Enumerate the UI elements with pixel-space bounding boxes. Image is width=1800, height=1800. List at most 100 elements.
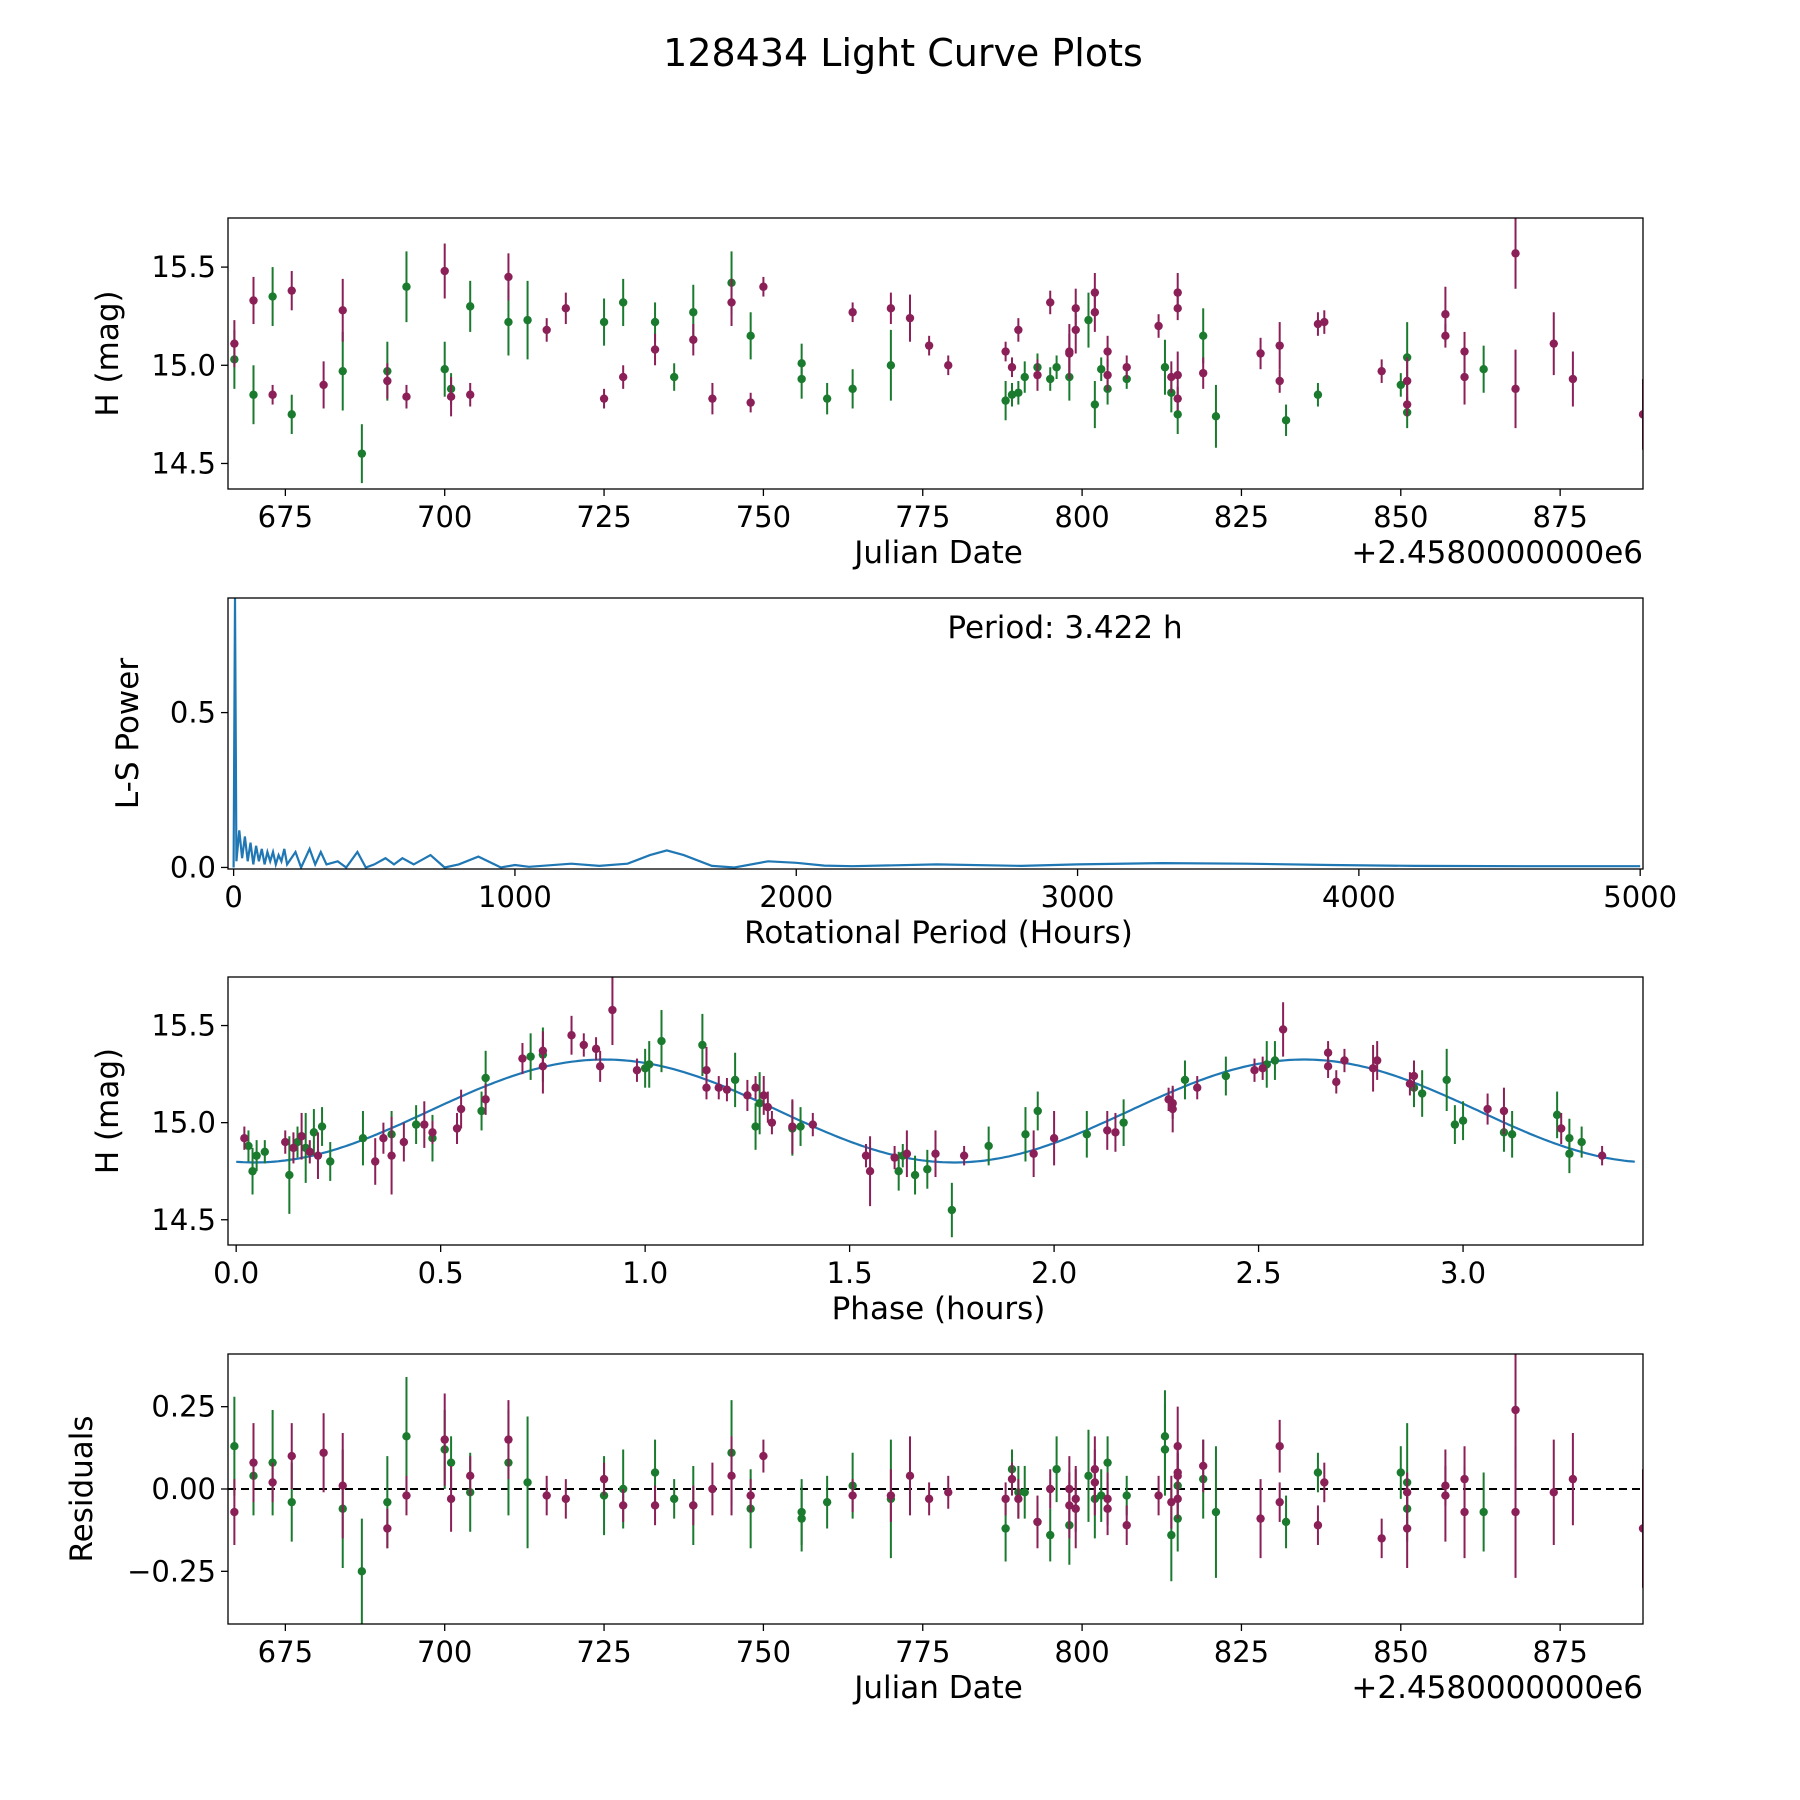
- data-point: [944, 1488, 953, 1497]
- data-point: [905, 313, 915, 323]
- data-point: [561, 1494, 571, 1504]
- data-point: [591, 1044, 601, 1054]
- data-point: [1483, 1104, 1492, 1114]
- data-point: [947, 1205, 957, 1215]
- data-point: [538, 1046, 548, 1055]
- data-point: [428, 1128, 437, 1137]
- data-point: [1193, 1083, 1202, 1092]
- data-point: [708, 1484, 717, 1494]
- data-point: [944, 361, 953, 370]
- data-point: [1160, 1432, 1170, 1441]
- y-tick-label: 15.0: [151, 1106, 216, 1140]
- data-point: [1033, 370, 1042, 380]
- data-point: [1014, 388, 1023, 397]
- data-point: [1402, 376, 1412, 386]
- data-point: [848, 384, 857, 394]
- data-point: [466, 390, 475, 399]
- data-point: [371, 1157, 380, 1166]
- data-point: [411, 1120, 421, 1129]
- data-point: [305, 1147, 314, 1156]
- data-point: [1409, 1071, 1419, 1081]
- data-point: [1052, 1465, 1061, 1474]
- data-point: [1167, 1530, 1176, 1540]
- data-point: [1167, 1497, 1176, 1507]
- data-point: [526, 1052, 535, 1061]
- x-tick-label: 775: [895, 1635, 950, 1669]
- data-point: [924, 341, 934, 350]
- x-tick-label: 725: [576, 1635, 631, 1669]
- data-point: [504, 1435, 513, 1444]
- data-point: [1090, 288, 1100, 297]
- data-point: [402, 392, 411, 401]
- data-point: [1033, 1517, 1042, 1527]
- data-point: [249, 1458, 258, 1467]
- data-point: [746, 1491, 755, 1500]
- data-point: [689, 335, 698, 344]
- data-point: [402, 1491, 411, 1500]
- data-point: [1511, 1507, 1520, 1517]
- plot-area: [228, 1354, 1643, 1624]
- data-point: [249, 390, 258, 399]
- data-point: [1029, 1149, 1038, 1158]
- plot-area: [232, 598, 1641, 869]
- data-point: [759, 282, 768, 291]
- x-tick-label: 2.5: [1236, 1256, 1282, 1290]
- data-point: [1442, 1075, 1451, 1085]
- data-point: [1638, 410, 1643, 419]
- data-point: [618, 1501, 628, 1510]
- x-axis-label: Julian Date: [852, 535, 1023, 571]
- data-point: [240, 1133, 249, 1143]
- data-point: [727, 1471, 736, 1481]
- x-axis-label: Rotational Period (Hours): [744, 915, 1133, 951]
- data-point: [1084, 1471, 1093, 1481]
- y-axis-label: H (mag): [90, 1048, 126, 1174]
- data-point: [1557, 1124, 1566, 1133]
- data-point: [518, 1054, 527, 1063]
- data-point: [861, 1151, 871, 1160]
- data-point: [523, 315, 532, 325]
- data-point: [313, 1151, 323, 1160]
- data-point: [338, 366, 347, 376]
- x-tick-label: 775: [895, 500, 950, 534]
- data-point: [1122, 1521, 1131, 1530]
- data-point: [440, 1435, 449, 1444]
- data-point: [1211, 412, 1221, 421]
- plot-area: [236, 977, 1635, 1238]
- data-point: [1007, 363, 1017, 372]
- panel-residuals: 675 700 725 750 775 800 825 850 875 −0.25 0.00 0.25…: [64, 1353, 1644, 1706]
- data-point: [1052, 363, 1061, 372]
- x-tick-label: 0.0: [213, 1256, 259, 1290]
- data-point: [244, 1141, 253, 1151]
- x-tick-label: 2000: [759, 880, 833, 914]
- data-point: [727, 298, 736, 307]
- x-axis-offset-label: +2.4580000000e6: [1351, 535, 1643, 571]
- data-point: [657, 1036, 666, 1046]
- data-point: [1160, 363, 1170, 372]
- data-point: [268, 292, 277, 301]
- data-point: [466, 302, 475, 311]
- data-point: [1046, 374, 1055, 384]
- data-point: [743, 1091, 752, 1100]
- x-tick-label: 675: [258, 500, 313, 534]
- data-point: [1065, 349, 1074, 358]
- data-point: [1173, 370, 1182, 380]
- data-point: [1180, 1075, 1190, 1085]
- data-point: [1511, 1405, 1520, 1415]
- data-point: [1396, 1468, 1405, 1477]
- data-point: [1154, 1491, 1163, 1500]
- x-tick-label: 0: [224, 880, 242, 914]
- data-point: [1049, 1133, 1059, 1143]
- axes-frame: [227, 976, 1644, 1246]
- data-point: [293, 1137, 302, 1147]
- data-point: [759, 1091, 768, 1100]
- data-point: [1549, 1488, 1558, 1497]
- y-tick-label: 0.0: [170, 850, 216, 884]
- data-point: [923, 1165, 932, 1174]
- data-point: [402, 282, 411, 291]
- data-point: [1568, 1474, 1578, 1484]
- data-point: [1173, 1494, 1182, 1504]
- x-tick-label: 3.0: [1440, 1256, 1486, 1290]
- data-point: [1046, 298, 1055, 307]
- data-point: [1090, 1478, 1100, 1487]
